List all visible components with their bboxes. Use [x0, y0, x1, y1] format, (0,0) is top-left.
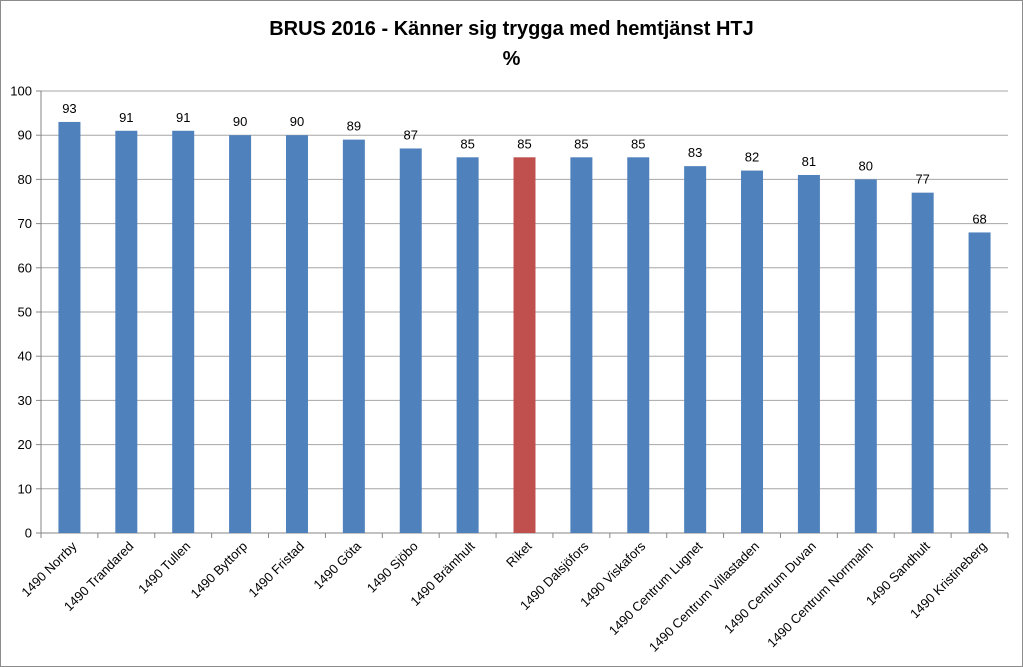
y-tick-label: 60	[18, 260, 32, 275]
bar	[285, 135, 308, 533]
data-labels: 93 91 91 90 90 89 87 85 85 85 85 83 82 81 80 77 68	[62, 101, 987, 227]
category-label: 1490 Centrum Villastaden	[646, 539, 762, 655]
y-tick-label: 20	[18, 437, 32, 452]
bar	[570, 157, 593, 534]
bar	[115, 130, 138, 533]
y-tick-label: 30	[18, 393, 32, 408]
data-label: 91	[176, 110, 190, 125]
y-tick-label: 80	[18, 172, 32, 187]
bar	[456, 157, 479, 534]
bar	[627, 157, 650, 534]
bar	[399, 148, 422, 533]
bar	[342, 139, 365, 533]
category-label: 1490 Sjöbo	[364, 539, 421, 596]
bars	[58, 121, 991, 534]
y-tick-label: 50	[18, 305, 32, 320]
data-label: 68	[972, 211, 986, 226]
data-label: 89	[347, 119, 361, 134]
bar	[58, 121, 81, 533]
category-label: 1490 Göta	[310, 538, 364, 592]
bar	[172, 130, 195, 533]
category-label: 1490 Tullen	[135, 539, 193, 597]
data-label: 87	[404, 127, 418, 142]
data-label: 85	[631, 136, 645, 151]
category-label: 1490 Norrby	[18, 538, 80, 600]
category-label: 1490 Centrum Lugnet	[606, 538, 706, 638]
y-tick-label: 0	[25, 526, 32, 541]
data-label: 85	[517, 136, 531, 151]
data-label: 82	[745, 150, 759, 165]
bar	[797, 174, 820, 534]
data-label: 90	[233, 114, 247, 129]
data-label: 83	[688, 145, 702, 160]
bar	[911, 192, 934, 533]
y-tick-label: 90	[18, 128, 32, 143]
data-label: 90	[290, 114, 304, 129]
bar	[513, 157, 536, 534]
bar	[741, 170, 764, 533]
data-label: 85	[574, 136, 588, 151]
data-label: 85	[460, 136, 474, 151]
data-label: 93	[62, 101, 76, 116]
bar	[684, 166, 707, 533]
data-label: 80	[859, 158, 873, 173]
category-label: 1490 Centrum Norrmalm	[764, 539, 876, 651]
data-label: 91	[119, 110, 133, 125]
bar	[968, 232, 991, 533]
bar	[229, 135, 252, 533]
chart-title: BRUS 2016 - Känner sig trygga med hemtjä…	[269, 18, 754, 40]
category-label: 1490 Fristad	[245, 539, 307, 601]
y-tick-label: 10	[18, 481, 32, 496]
y-tick-label: 70	[18, 216, 32, 231]
chart-subtitle: %	[502, 48, 521, 70]
category-label: Riket	[503, 538, 535, 570]
bar	[854, 179, 877, 533]
y-tick-label: 40	[18, 349, 32, 364]
y-tick-label: 100	[10, 84, 32, 99]
category-label: 1490 Byttorp	[187, 539, 250, 602]
data-label: 77	[915, 172, 929, 187]
data-label: 81	[802, 154, 816, 169]
